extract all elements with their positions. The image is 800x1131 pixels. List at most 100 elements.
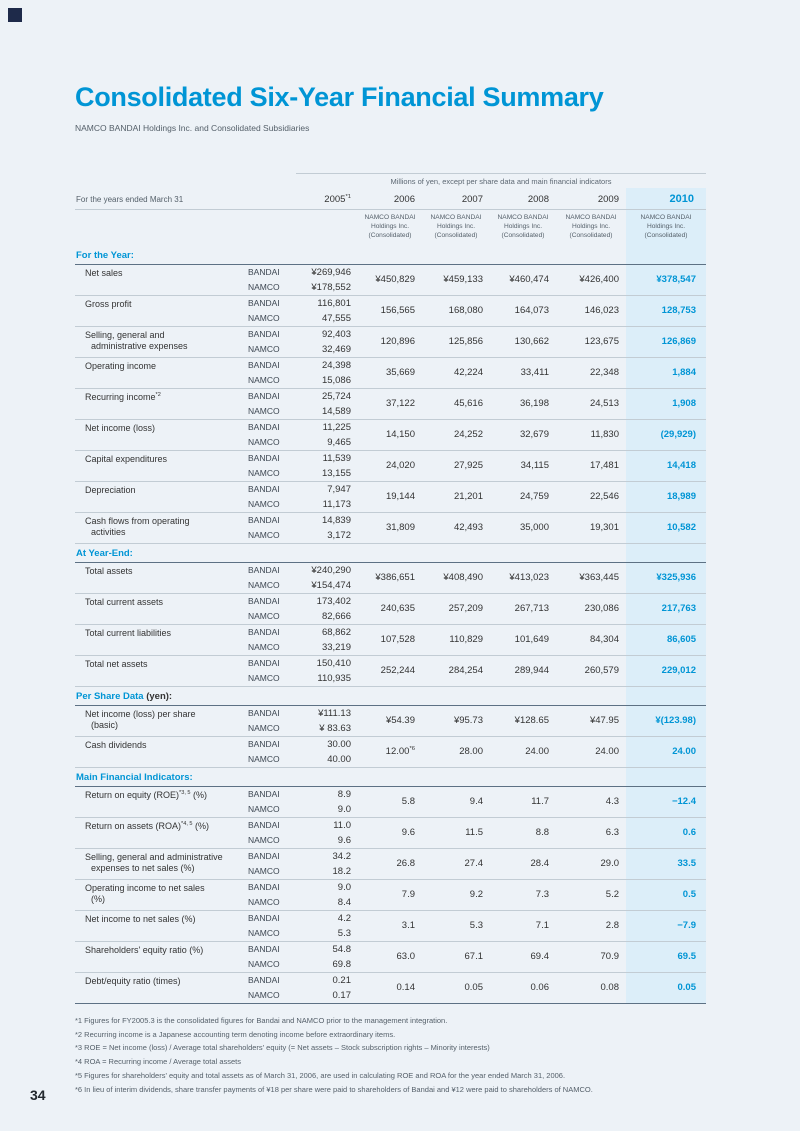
table-row: Operating income to net sales (%) BANDAI 9.…	[75, 878, 706, 911]
section-row: At Year-End:	[75, 542, 706, 563]
value-cell: 19,301	[556, 511, 626, 544]
section-heading-text: At Year-End:	[76, 547, 133, 559]
value-cell: 284,254	[422, 654, 490, 687]
value-cell: ¥95.73	[422, 704, 490, 737]
value-cell: 123,675	[556, 325, 626, 358]
company-label: BANDAI	[240, 592, 296, 609]
value-2005-namco: 82,666	[321, 610, 351, 622]
column-subheader: NAMCO BANDAI Holdings Inc. (Consolidated)	[565, 214, 617, 239]
value-cell: 31,809	[358, 511, 422, 544]
value-cell: ¥378,547	[626, 263, 706, 296]
section-heading-suffix: (yen):	[143, 690, 173, 702]
page-subtitle: NAMCO BANDAI Holdings Inc. and Consolida…	[75, 123, 310, 133]
value-2005-namco: 5.3	[337, 927, 351, 939]
table-row: NAMCO 9,465	[75, 435, 706, 451]
table-row: Debt/equity ratio (times) BANDAI 0.21 0.14 0…	[75, 971, 706, 1004]
company-label: NAMCO	[248, 282, 280, 293]
table-row: NAMCO 3,172	[75, 528, 706, 544]
section-row: For the Year:	[75, 245, 706, 265]
section-heading: At Year-End:	[75, 542, 626, 563]
value-cell: 35,669	[358, 356, 422, 389]
row-label: Return on assets (ROA)*4, 5 (%)	[75, 816, 240, 849]
company-label: BANDAI	[240, 847, 296, 864]
value-2005-namco: 0.17	[332, 989, 352, 1001]
table-row: Net income (loss) BANDAI 11,225 14,150 24,25…	[75, 418, 706, 451]
column-subheaders: NAMCO BANDAI Holdings Inc. (Consolidated) N…	[75, 209, 706, 246]
company-label: NAMCO	[248, 959, 280, 970]
page-title: Consolidated Six-Year Financial Summary	[75, 82, 604, 112]
value-2005-namco: 11,173	[322, 498, 351, 510]
company-label: NAMCO	[248, 437, 280, 448]
value-cell: 24.00	[556, 735, 626, 768]
value-cell: 28.00	[422, 735, 490, 768]
table-row: Selling, general and administrative expen…	[75, 847, 706, 880]
company-label: BANDAI	[240, 561, 296, 578]
value-cell: 69.4	[490, 940, 556, 973]
section-row: Main Financial Indicators:	[75, 766, 706, 787]
value-cell: 0.06	[490, 971, 556, 1004]
value-2005-namco: 69.8	[332, 958, 352, 970]
value-cell: 156,565	[358, 294, 422, 327]
section-heading: Per Share Data (yen):	[75, 685, 626, 706]
value-2005-bandai: 11,225	[296, 418, 358, 435]
value-cell: 6.3	[556, 816, 626, 849]
year-header: 2009	[556, 188, 626, 210]
value-cell: ¥413,023	[490, 561, 556, 594]
value-cell: 22,546	[556, 480, 626, 513]
row-label: Net income (loss) per share (basic)	[75, 704, 240, 737]
value-2005-namco: 47,555	[321, 312, 351, 324]
value-2005-namco: 13,155	[321, 467, 351, 479]
value-2005-bandai: ¥111.13	[296, 704, 358, 721]
value-cell: 2.8	[556, 909, 626, 942]
row-label: Return on equity (ROE)*3, 5 (%)	[75, 785, 240, 818]
value-cell: 5.3	[422, 909, 490, 942]
value-cell: ¥325,936	[626, 561, 706, 594]
company-label: NAMCO	[248, 611, 280, 622]
company-label: NAMCO	[248, 990, 280, 1001]
table-bottom-rule	[75, 1002, 706, 1004]
table-row: NAMCO 0.17	[75, 988, 706, 1004]
value-cell: 4.3	[556, 785, 626, 818]
financial-table: Millions of yen, except per share data a…	[75, 173, 706, 1004]
table-row: NAMCO 40.00	[75, 752, 706, 768]
company-label: NAMCO	[248, 530, 280, 541]
company-label: NAMCO	[248, 928, 280, 939]
value-2005-namco: 32,469	[321, 343, 351, 355]
company-label: NAMCO	[248, 673, 280, 684]
row-label: Selling, general and administrative expen…	[75, 325, 240, 358]
value-cell: 107,528	[358, 623, 422, 656]
value-cell: 29.0	[556, 847, 626, 880]
value-2005-bandai: 173,402	[296, 592, 358, 609]
company-label: NAMCO	[248, 804, 280, 815]
value-cell: 110,829	[422, 623, 490, 656]
company-label: BANDAI	[240, 909, 296, 926]
report-page: Consolidated Six-Year Financial Summary …	[75, 82, 706, 1097]
section-heading-text: Per Share Data	[76, 690, 144, 702]
value-cell: 1,908	[626, 387, 706, 420]
value-cell: 24,020	[358, 449, 422, 482]
section-heading-text: For the Year:	[76, 249, 134, 261]
footnote: *4 ROA = Recurring income / Average tota…	[75, 1057, 241, 1067]
value-cell: ¥54.39	[358, 704, 422, 737]
value-cell: ¥450,829	[358, 263, 422, 296]
value-2005-bandai: 7,947	[296, 480, 358, 497]
table-row: Capital expenditures BANDAI 11,539 24,020 27…	[75, 449, 706, 482]
table-row: NAMCO 82,666	[75, 609, 706, 625]
value-cell: 252,244	[358, 654, 422, 687]
value-cell: 5.8	[358, 785, 422, 818]
table-row: NAMCO 9.6	[75, 833, 706, 849]
table-row: Net sales BANDAI ¥269,946 ¥450,829 ¥459,133 ¥…	[75, 263, 706, 296]
table-row: NAMCO 11,173	[75, 497, 706, 513]
row-label: Shareholders' equity ratio (%)	[75, 940, 240, 973]
value-cell: 0.14	[358, 971, 422, 1004]
value-cell: 5.2	[556, 878, 626, 911]
table-row: NAMCO 47,555	[75, 311, 706, 327]
table-row: Cash flows from operating activities BANDA…	[75, 511, 706, 544]
value-cell: 11.5	[422, 816, 490, 849]
value-cell: 7.3	[490, 878, 556, 911]
footnote: *1 Figures for FY2005.3 is the consolida…	[75, 1015, 448, 1025]
value-2005-namco: 9.6	[337, 834, 351, 846]
value-cell: 267,713	[490, 592, 556, 625]
value-cell: 24.00	[626, 735, 706, 768]
company-label: NAMCO	[248, 642, 280, 653]
